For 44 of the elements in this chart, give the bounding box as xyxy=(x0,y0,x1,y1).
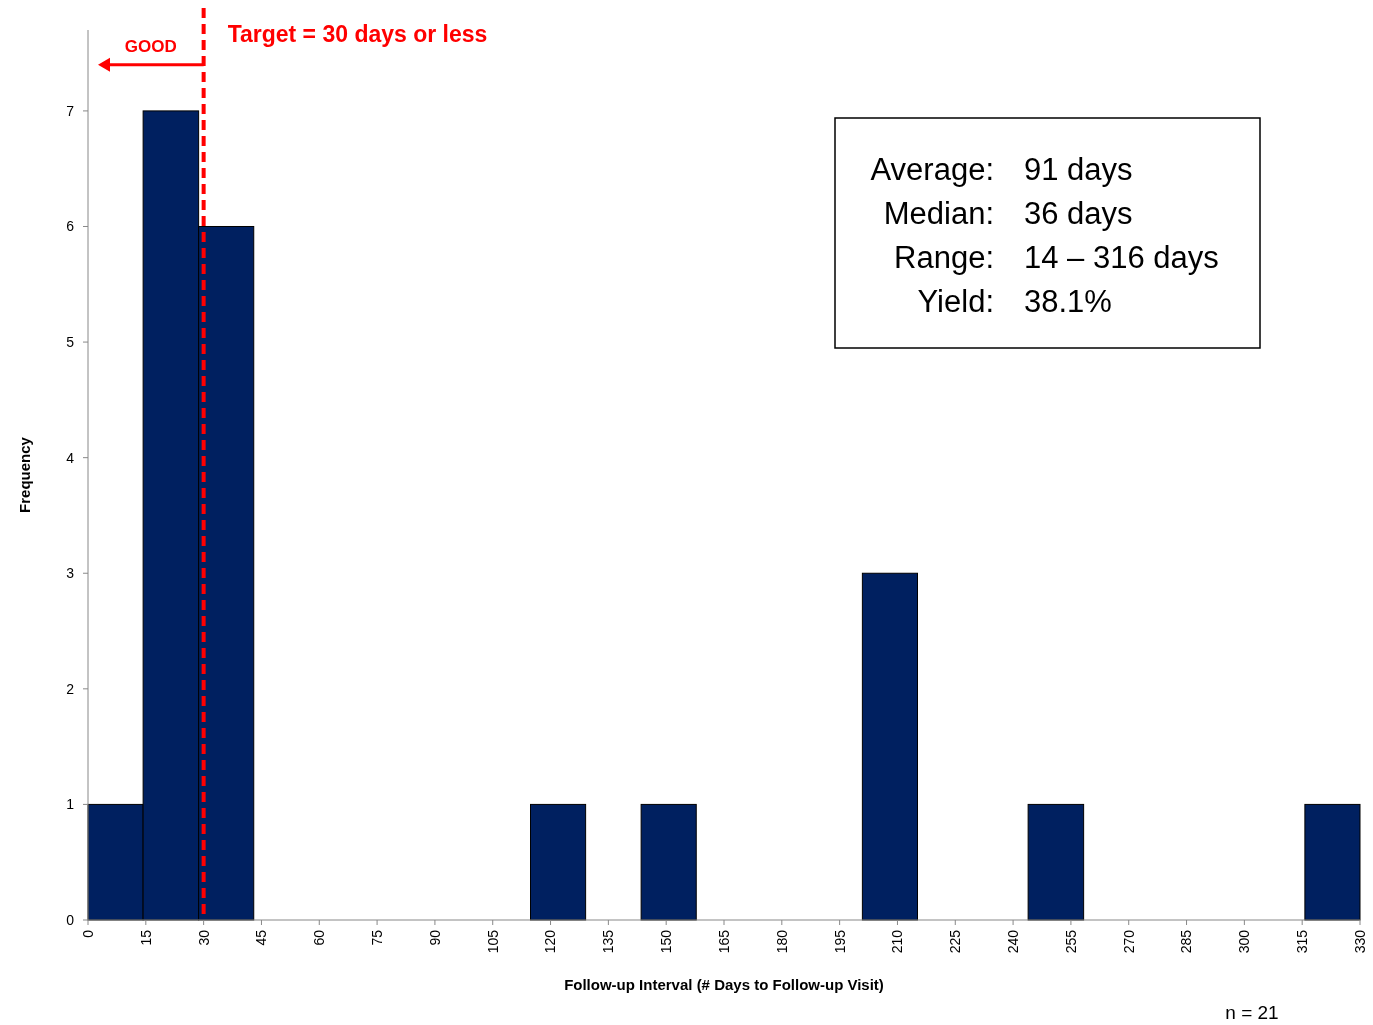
x-tick-label: 240 xyxy=(1004,929,1021,954)
annotation: 36 days xyxy=(1024,196,1133,231)
annotation: 38.1% xyxy=(1024,284,1112,319)
x-tick-label: 210 xyxy=(889,929,906,954)
y-tick-label: 5 xyxy=(66,333,75,350)
x-tick-label: 195 xyxy=(831,929,848,954)
annotation: Median: xyxy=(883,196,994,231)
x-tick-label: 315 xyxy=(1294,929,1311,954)
x-tick-label: 225 xyxy=(947,929,964,954)
annotation: 91 days xyxy=(1024,152,1133,187)
ref-line-label: Target = 30 days or less xyxy=(227,21,488,47)
x-tick-label: 120 xyxy=(542,929,559,954)
x-axis-title: Follow-up Interval (# Days to Follow-up Visit) xyxy=(564,976,884,993)
x-tick-label: 75 xyxy=(368,929,385,946)
x-tick-label: 105 xyxy=(484,929,501,954)
x-tick-label: 150 xyxy=(658,929,675,954)
x-tick-label: 255 xyxy=(1062,929,1079,954)
x-tick-label: 15 xyxy=(137,929,154,946)
annotation: 14 – 316 days xyxy=(1024,240,1219,275)
x-tick-label: 0 xyxy=(79,929,96,938)
x-tick-label: 270 xyxy=(1120,929,1137,954)
x-tick-label: 300 xyxy=(1236,929,1253,954)
annotation: Range: xyxy=(894,240,994,275)
y-tick-label: 7 xyxy=(66,102,75,119)
y-tick-label: 0 xyxy=(66,911,75,928)
annotation: Average: xyxy=(870,152,994,187)
y-tick-label: 6 xyxy=(66,218,75,235)
x-tick-label: 135 xyxy=(600,929,617,954)
x-tick-label: 285 xyxy=(1178,929,1195,954)
x-tick-label: 45 xyxy=(253,929,270,946)
y-tick-label: 1 xyxy=(66,796,75,813)
y-tick-label: 2 xyxy=(66,680,75,697)
y-axis-title: Frequency xyxy=(16,436,33,513)
text: n = 21 xyxy=(1225,1002,1279,1023)
annotation: Yield: xyxy=(917,284,994,319)
x-tick-label: 90 xyxy=(426,929,443,946)
x-tick-label: 165 xyxy=(715,929,732,954)
x-tick-label: 330 xyxy=(1351,929,1368,954)
annotation: GOOD xyxy=(124,36,177,56)
x-tick-label: 180 xyxy=(773,929,790,954)
x-tick-label: 30 xyxy=(195,929,212,946)
x-tick-label: 60 xyxy=(311,929,328,946)
y-tick-label: 4 xyxy=(66,449,75,466)
y-tick-label: 3 xyxy=(66,565,75,582)
